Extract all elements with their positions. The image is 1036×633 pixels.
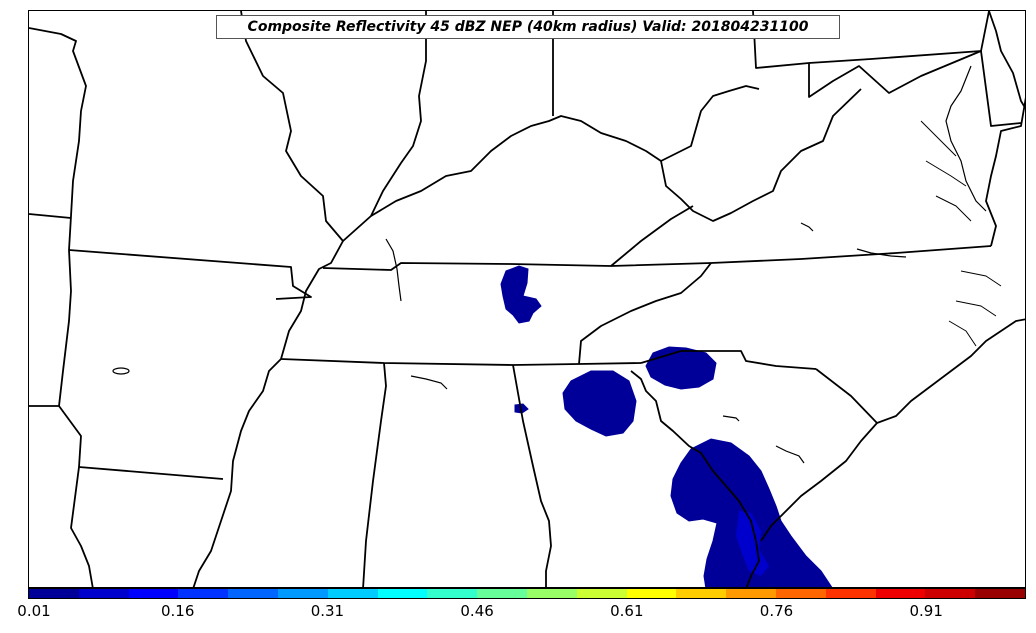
colorbar-tick-label: 0.61 [610, 602, 644, 620]
map-title-box: Composite Reflectivity 45 dBZ NEP (40km … [216, 15, 840, 39]
savannah-river [630, 370, 760, 587]
chesapeake-bay [945, 65, 987, 212]
missouri-arkansas-border [68, 249, 312, 300]
ohio-pennsylvania-border [752, 11, 990, 69]
lake-carolina [856, 248, 907, 258]
virginia-coast [985, 97, 1025, 247]
mississippi-river-border [29, 27, 94, 587]
colorbar-tick-label: 0.91 [909, 602, 943, 620]
colorbar-segment [875, 589, 926, 598]
colorbar-tick-label: 0.76 [759, 602, 794, 620]
colorbar-segment [726, 589, 776, 598]
colorbar-segment [626, 589, 677, 598]
tennessee-southern-border [280, 358, 642, 366]
colorbar-segment [178, 589, 229, 598]
colorbar-segment [925, 589, 976, 598]
colorbar-segment [78, 589, 129, 598]
arkansas-louisiana-border [78, 466, 224, 480]
colorbar-segment [427, 589, 478, 598]
lake-sc-2 [775, 445, 805, 464]
atlantic-coast [876, 318, 1025, 424]
illinois-indiana-border [342, 11, 427, 242]
ohio-river [370, 85, 760, 217]
delaware-border [980, 50, 1022, 127]
lakes [112, 222, 907, 464]
kentucky-tennessee-border [322, 245, 992, 271]
georgia-north-border [640, 350, 817, 370]
colorbar-segment [29, 589, 79, 598]
probability-region-georgia-south-carolina-border [670, 438, 833, 587]
colorbar-segment [128, 589, 179, 598]
probability-region-middle-tennessee [500, 265, 542, 324]
northwest-border [29, 213, 72, 219]
map-title: Composite Reflectivity 45 dBZ NEP (40km … [247, 19, 809, 35]
colorbar-tick-label: 0.01 [17, 602, 51, 620]
colorbar [28, 588, 1026, 599]
lake-arkansas [112, 367, 130, 375]
state-borders [29, 11, 1025, 587]
colorbar-segment [277, 589, 328, 598]
probability-region-north-georgia [562, 370, 637, 437]
colorbar-tick-label: 0.16 [160, 602, 195, 620]
mississippi-alabama-border [362, 362, 387, 587]
probability-region-core [736, 511, 769, 576]
lake-kentucky [385, 238, 402, 302]
south-carolina-coast [760, 422, 878, 542]
colorbar-segment [526, 589, 577, 598]
colorbar-segment [477, 589, 527, 598]
colorbar-segment [327, 589, 378, 598]
lake-alabama [410, 375, 448, 390]
lake-south-carolina [722, 415, 740, 422]
maryland-border [808, 50, 982, 98]
colorbar-segment [775, 589, 826, 598]
map-frame: Composite Reflectivity 45 dBZ NEP (40km … [28, 10, 1026, 588]
probability-regions [500, 265, 833, 587]
colorbar-segment [377, 589, 428, 598]
tennessee-north-carolina-border [578, 262, 712, 365]
colorbar-tick-label: 0.46 [460, 602, 494, 620]
lake-virginia-1 [800, 222, 814, 232]
probability-region-upstate-south-carolina [645, 346, 717, 390]
map-svg [29, 11, 1025, 587]
illinois-missouri-river [192, 11, 344, 587]
new-jersey-coast [988, 11, 1025, 110]
west-virginia-virginia-border [660, 88, 862, 222]
colorbar-tick-label: 0.31 [310, 602, 345, 620]
virginia-inlets [920, 120, 972, 222]
colorbar-segment [228, 589, 278, 598]
colorbar-segment [576, 589, 627, 598]
north-carolina-sounds [948, 270, 1002, 347]
colorbar-segment [825, 589, 876, 598]
alabama-georgia-border [512, 364, 552, 587]
kentucky-virginia-border [610, 205, 694, 267]
colorbar-segment [676, 589, 727, 598]
north-carolina-south-carolina-border [815, 368, 878, 424]
colorbar-segment [975, 589, 1025, 598]
